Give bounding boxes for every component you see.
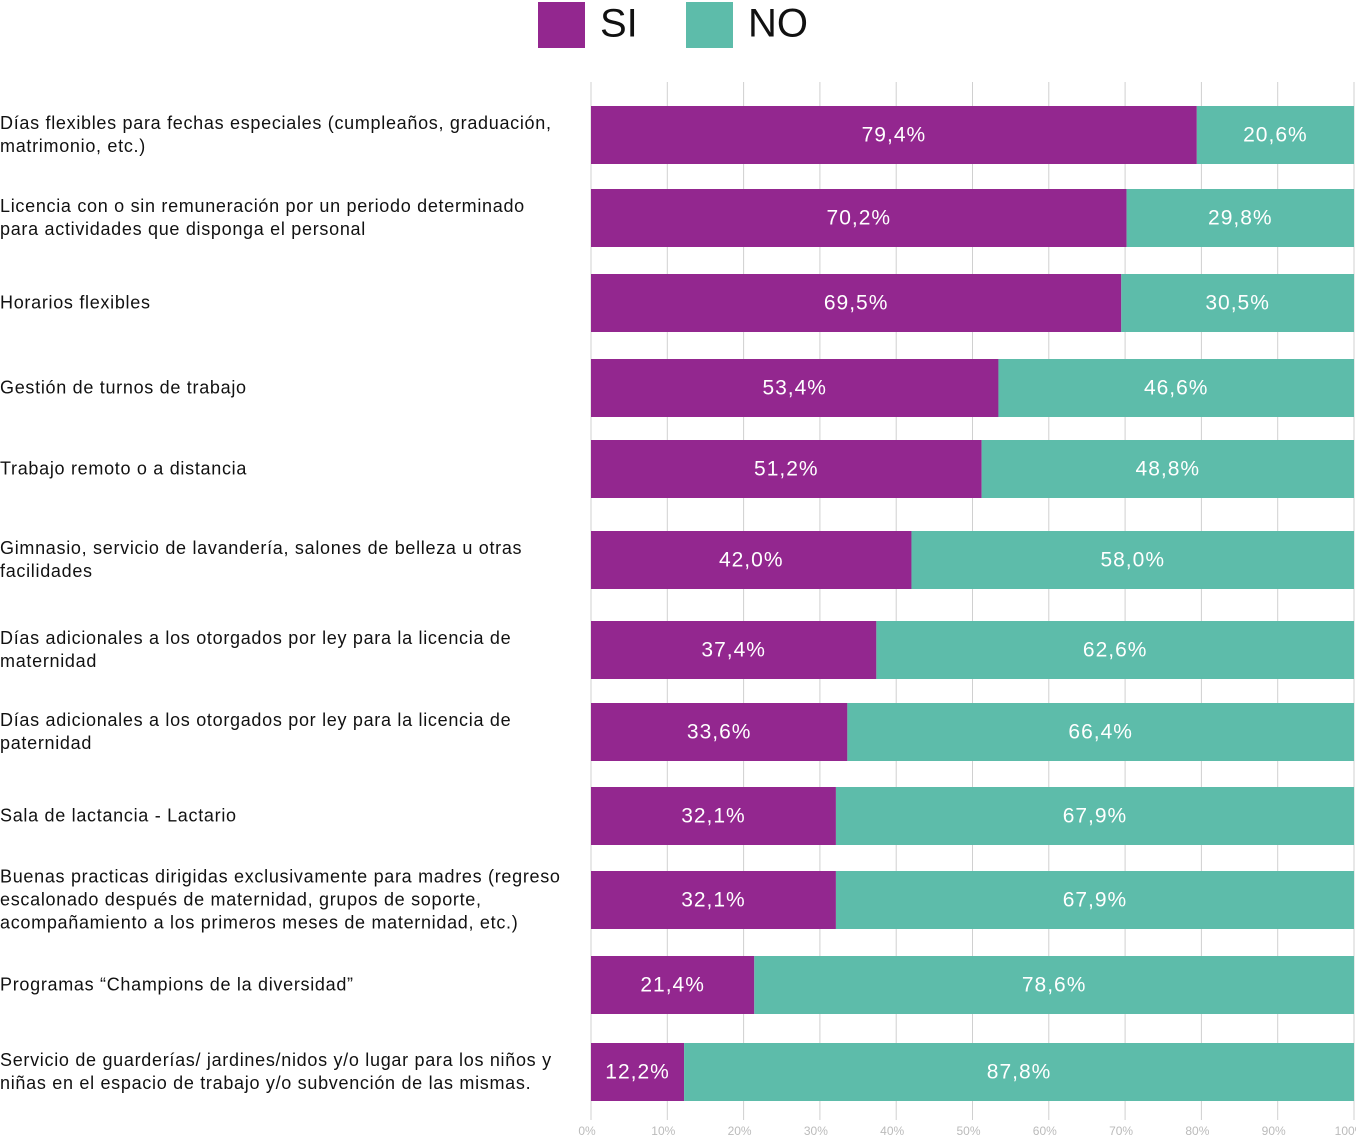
bar-segment [591,703,848,761]
x-tick-label: 0% [578,1124,596,1138]
bar-segment [591,440,982,498]
value-label: 67,9% [1063,805,1128,828]
value-label: 37,4% [701,639,766,662]
value-label: 48,8% [1136,458,1201,481]
value-label: 87,8% [987,1061,1052,1084]
category-label: Trabajo remoto o a distancia [0,458,248,479]
bar-segment [835,871,1354,929]
value-label: 78,6% [1022,974,1087,997]
category-label: Licencia con o sin remuneración por un p… [0,196,525,239]
bar-segment [591,1043,685,1101]
bar-segment [591,956,755,1014]
bar-segment [847,703,1354,761]
bar-segment [1196,106,1354,164]
value-label: 51,2% [754,458,819,481]
legend-label: NO [748,2,808,46]
legend-swatch [686,2,733,48]
x-tick-label: 40% [880,1124,904,1138]
category-label: Días adicionales a los otorgados por ley… [0,710,512,753]
x-tick-label: 10% [651,1124,675,1138]
value-label: 30,5% [1205,292,1270,315]
bar-segment [1126,189,1354,247]
x-tick-label: 80% [1185,1124,1209,1138]
value-label: 66,4% [1068,721,1133,744]
category-label: Programas “Champions de la diversidad” [0,974,354,995]
value-label: 29,8% [1208,207,1273,230]
x-tick-label: 90% [1262,1124,1286,1138]
category-label: Horarios flexibles [0,292,151,313]
bar-segment [911,531,1354,589]
value-label: 32,1% [681,805,746,828]
category-label: Gimnasio, servicio de lavandería, salone… [0,538,523,581]
bar-segment [591,189,1127,247]
x-tick-label: 20% [728,1124,752,1138]
bar-segment [684,1043,1354,1101]
x-tick-label: 30% [804,1124,828,1138]
value-label: 33,6% [687,721,752,744]
value-label: 20,6% [1243,124,1308,147]
legend-swatch [538,2,585,48]
x-tick-label: 70% [1109,1124,1133,1138]
bar-segment [876,621,1354,679]
bar-segment [591,621,877,679]
value-label: 62,6% [1083,639,1148,662]
bar-segment [754,956,1354,1014]
bar-segment [998,359,1354,417]
bar-segment [591,359,999,417]
value-label: 42,0% [719,549,784,572]
bar-segment [591,787,836,845]
bar-segment [981,440,1354,498]
category-label: Sala de lactancia - Lactario [0,805,237,826]
value-label: 67,9% [1063,889,1128,912]
value-label: 46,6% [1144,377,1209,400]
bar-segment [591,274,1122,332]
x-tick-label: 50% [956,1124,980,1138]
category-label: Días adicionales a los otorgados por ley… [0,628,512,671]
value-label: 70,2% [827,207,892,230]
x-tick-label: 100% [1335,1124,1356,1138]
value-label: 53,4% [762,377,827,400]
bar-segment [591,531,912,589]
bar-segment [835,787,1354,845]
value-label: 58,0% [1100,549,1165,572]
value-label: 79,4% [862,124,927,147]
bar-segment [591,106,1197,164]
bar-segment [1121,274,1354,332]
value-label: 69,5% [824,292,889,315]
category-label: Gestión de turnos de trabajo [0,377,247,398]
value-label: 32,1% [681,889,746,912]
value-label: 21,4% [640,974,705,997]
bar-segment [591,871,836,929]
category-label: Días flexibles para fechas especiales (c… [0,113,552,156]
legend-label: SI [600,2,638,46]
category-label: Servicio de guarderías/ jardines/nidos y… [0,1050,552,1093]
value-label: 12,2% [605,1061,670,1084]
category-label: Buenas practicas dirigidas exclusivament… [0,866,561,933]
x-tick-label: 60% [1033,1124,1057,1138]
